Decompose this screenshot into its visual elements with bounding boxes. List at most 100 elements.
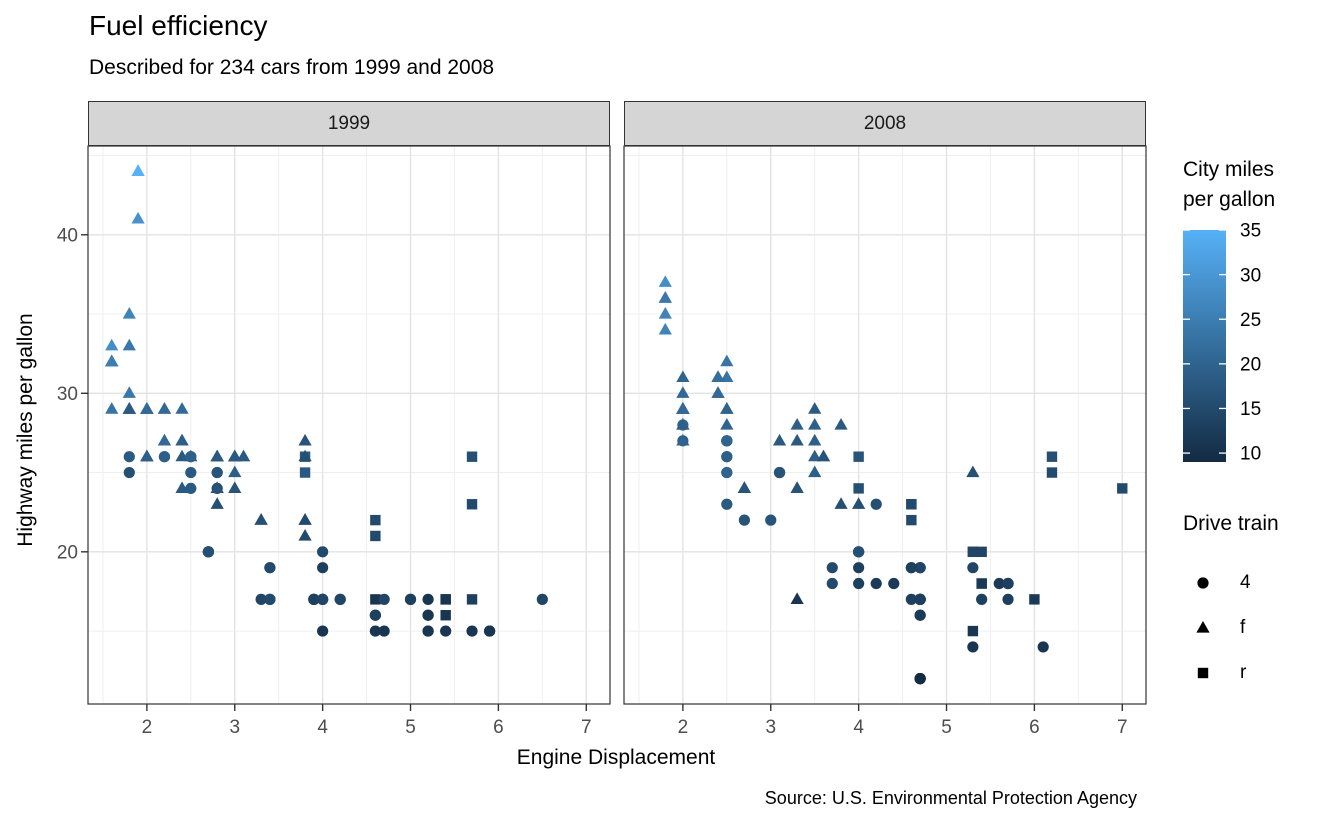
facet-strip-label: 2008	[863, 112, 907, 134]
data-point	[210, 497, 224, 509]
data-point	[484, 625, 496, 637]
color-legend-title: City miles per gallon	[1183, 158, 1276, 211]
data-point	[721, 435, 733, 447]
data-point	[914, 609, 926, 621]
data-point	[967, 546, 979, 558]
data-point	[210, 449, 224, 462]
data-point	[1046, 451, 1058, 462]
data-point	[298, 513, 312, 525]
data-point	[422, 609, 434, 621]
data-point	[123, 451, 135, 463]
data-point	[378, 625, 390, 637]
data-point	[914, 562, 926, 574]
data-point	[1037, 641, 1049, 653]
x-tick-label: 2	[678, 717, 689, 738]
data-point	[905, 593, 917, 605]
data-point	[1117, 483, 1128, 494]
data-point	[790, 592, 804, 604]
data-point	[440, 625, 452, 637]
data-point	[440, 610, 451, 621]
data-point	[131, 211, 145, 224]
data-point	[711, 370, 725, 383]
x-tick-label: 5	[405, 717, 416, 738]
data-point	[905, 562, 917, 574]
data-point	[711, 386, 725, 398]
data-point	[976, 578, 987, 589]
data-point	[536, 593, 548, 605]
data-point	[676, 386, 690, 398]
x-tick-label: 4	[853, 717, 864, 738]
colorbar-tick-label: 35	[1240, 221, 1261, 242]
data-point	[157, 402, 172, 414]
data-point	[175, 433, 189, 446]
data-point	[721, 498, 733, 510]
x-tick-label: 7	[1117, 717, 1128, 738]
data-point	[317, 593, 329, 605]
data-point	[185, 451, 197, 463]
data-point	[808, 402, 822, 414]
facet-strip-label: 1999	[327, 112, 371, 134]
data-point	[967, 625, 979, 637]
data-point	[228, 465, 242, 478]
data-point	[914, 593, 926, 605]
legend-square-glyph	[1197, 667, 1209, 679]
data-point	[676, 402, 690, 414]
data-point	[122, 307, 136, 319]
data-point	[888, 577, 900, 590]
x-tick-label: 3	[229, 717, 240, 738]
data-point	[105, 402, 119, 414]
data-point	[158, 451, 171, 463]
data-point	[202, 546, 214, 558]
x-tick-label: 7	[581, 717, 592, 738]
colorbar-tick-label: 20	[1240, 354, 1261, 375]
data-point	[1029, 594, 1040, 605]
data-point	[773, 466, 786, 479]
data-point	[175, 449, 189, 462]
panel-border	[87, 145, 611, 705]
data-point	[185, 466, 197, 479]
caption: Source: U.S. Environmental Protection Ag…	[764, 788, 1137, 808]
colorbar-tick-label: 25	[1240, 310, 1261, 331]
x-tick-label: 6	[493, 717, 504, 738]
data-point	[131, 164, 145, 176]
data-point	[308, 593, 320, 605]
data-point	[175, 481, 189, 494]
data-point	[834, 418, 848, 430]
data-point	[122, 338, 136, 351]
data-point	[738, 514, 750, 526]
data-point	[737, 481, 751, 494]
data-point	[140, 402, 154, 414]
x-tick-label: 6	[1029, 717, 1040, 738]
data-point	[466, 451, 478, 462]
data-point	[140, 449, 154, 462]
legend-circle-glyph	[1197, 577, 1209, 589]
data-point	[853, 483, 864, 494]
data-point	[317, 546, 329, 558]
data-point	[658, 275, 672, 287]
data-point	[720, 354, 734, 367]
shape-legend-title: Drive train	[1183, 512, 1279, 535]
data-point	[914, 673, 926, 685]
data-point	[255, 593, 267, 605]
panel-background	[624, 146, 1146, 704]
data-point	[852, 497, 866, 509]
chart-subtitle: Described for 234 cars from 1999 and 200…	[89, 56, 495, 79]
data-point	[334, 593, 346, 605]
data-point	[765, 514, 777, 526]
x-tick-label: 5	[941, 717, 952, 738]
data-point	[228, 481, 242, 494]
shape-legend-label-r: r	[1240, 662, 1247, 683]
legend-triangle-glyph	[1196, 621, 1210, 633]
data-point	[967, 641, 979, 653]
data-point	[466, 625, 478, 637]
colorbar-tick-label: 15	[1240, 399, 1261, 420]
data-point	[1002, 577, 1014, 590]
colorbar	[1183, 230, 1226, 462]
data-point	[966, 465, 980, 478]
data-point	[906, 499, 917, 510]
data-point	[906, 514, 917, 526]
y-axis-title: Highway miles per gallon	[14, 313, 37, 547]
data-point	[720, 402, 734, 414]
